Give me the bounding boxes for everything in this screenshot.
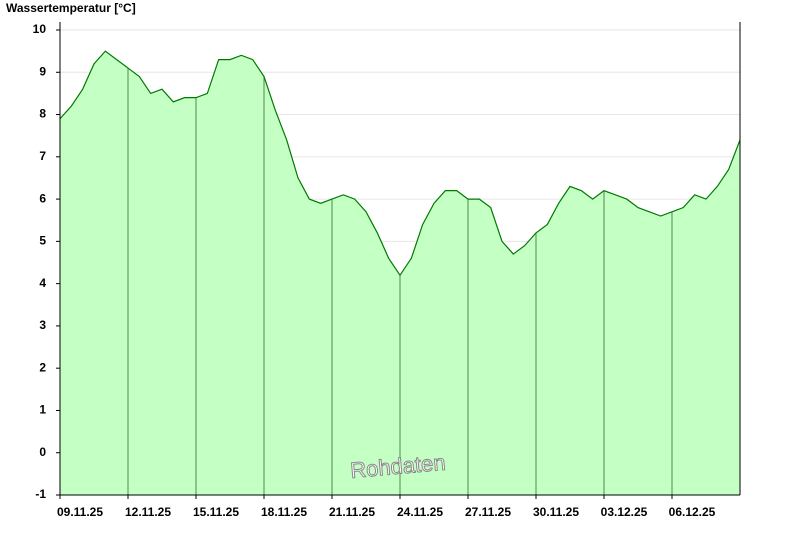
y-tick-label: 6 <box>39 191 46 205</box>
y-tick-label: 0 <box>39 445 46 459</box>
area-line <box>59 50 741 277</box>
y-tick-label: 7 <box>39 149 46 163</box>
area-fill <box>60 51 740 496</box>
y-tick-label: 10 <box>33 22 47 36</box>
x-tick-label: 15.11.25 <box>193 505 239 519</box>
y-tick-label: 5 <box>39 234 46 248</box>
x-tick-label: 21.11.25 <box>329 505 375 519</box>
x-tick-label: 30.11.25 <box>533 505 579 519</box>
y-tick-label: -1 <box>35 487 46 501</box>
x-tick-label: 06.12.25 <box>669 505 716 519</box>
x-tick-label: 27.11.25 <box>465 505 511 519</box>
y-tick-label: 4 <box>39 276 46 290</box>
y-tick-label: 8 <box>39 107 46 121</box>
y-tick-label: 2 <box>39 360 46 374</box>
x-tick-label: 09.11.25 <box>57 505 103 519</box>
y-tick-label: 9 <box>39 64 46 78</box>
x-tick-label: 18.11.25 <box>261 505 307 519</box>
y-tick-label: 1 <box>39 403 46 417</box>
x-tick-label: 24.11.25 <box>397 505 443 519</box>
x-tick-label: 12.11.25 <box>125 505 171 519</box>
x-tick-label: 03.12.25 <box>601 505 648 519</box>
y-tick-label: 3 <box>39 318 46 332</box>
chart-title: Wassertemperatur [°C] <box>6 1 136 15</box>
